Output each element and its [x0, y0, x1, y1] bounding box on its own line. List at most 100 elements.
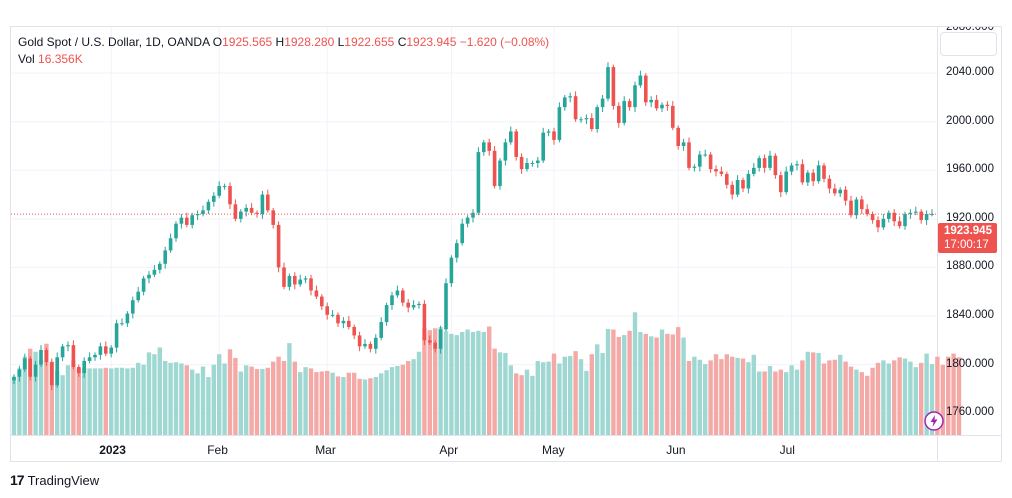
volume-bar: [740, 358, 746, 435]
candle-body: [71, 345, 76, 367]
candle-body: [77, 367, 81, 374]
candle-body: [195, 214, 200, 216]
candle-body: [741, 180, 745, 189]
volume-bar: [190, 369, 195, 435]
volume-bar: [298, 372, 303, 435]
volume-bar: [794, 369, 800, 435]
y-tick-label: 2080.000: [946, 27, 994, 32]
last-price-tag: 1923.945 17:00:17: [938, 223, 997, 253]
candle-body: [811, 172, 815, 182]
candle-body: [568, 96, 572, 98]
candle-body: [498, 160, 502, 187]
volume-bar: [897, 357, 902, 435]
candle-body: [687, 142, 691, 168]
lightning-icon[interactable]: [924, 411, 944, 431]
volume-bar: [578, 359, 584, 435]
candle-body: [892, 212, 896, 222]
candle-body: [12, 376, 16, 381]
chart-settings-button[interactable]: [940, 32, 997, 56]
volume-bar: [605, 328, 611, 435]
volume-bar: [881, 360, 886, 435]
candle-body: [919, 211, 923, 221]
volume-bar: [55, 370, 60, 435]
volume-bar: [433, 328, 438, 435]
candle-body: [158, 263, 162, 270]
volume-bar: [524, 369, 530, 435]
legend-close-value: 1923.945: [406, 35, 457, 49]
candle-body: [401, 290, 405, 303]
candle-body: [98, 346, 103, 355]
candle-body: [266, 194, 270, 211]
x-tick-label: May: [542, 443, 565, 457]
candle-body: [222, 186, 227, 188]
candle-body: [131, 300, 135, 314]
candle-body: [833, 188, 837, 194]
candle-body: [185, 217, 189, 225]
volume-bar: [211, 364, 216, 435]
candle-body: [336, 314, 340, 324]
candle-body: [908, 212, 913, 214]
volume-bar: [481, 332, 486, 435]
legend-close-label: C: [397, 35, 407, 49]
volume-bar: [670, 334, 675, 435]
candle-body: [147, 274, 151, 279]
volume-bar: [141, 364, 146, 435]
candle-body: [23, 358, 27, 370]
candle-body: [465, 217, 470, 224]
volume-bar: [65, 365, 71, 435]
volume-bar: [573, 351, 578, 435]
candle-body: [476, 152, 481, 213]
candle-body: [206, 201, 211, 211]
candle-body: [816, 165, 821, 182]
candle-body: [665, 104, 670, 106]
y-tick-label: 1840.000: [946, 309, 994, 321]
candle-body: [735, 180, 740, 195]
volume-bar: [827, 360, 832, 435]
volume-bar: [395, 365, 400, 435]
volume-bar: [368, 378, 373, 435]
volume-bar: [303, 367, 308, 435]
volume-bar: [346, 372, 351, 435]
volume-bar: [465, 329, 470, 435]
volume-bar: [119, 367, 125, 435]
volume-bar: [838, 354, 843, 435]
volume-bar: [649, 336, 654, 435]
legend-low-label: L: [337, 35, 345, 49]
volume-bar: [173, 362, 179, 435]
candle-body: [93, 354, 97, 358]
volume-bar: [130, 367, 135, 435]
y-tick-label: 2040.000: [946, 66, 994, 79]
candle-body: [784, 171, 788, 193]
volume-bar: [98, 368, 103, 435]
candle-body: [827, 178, 832, 189]
volume-bar: [708, 360, 713, 435]
chart-frame: [10, 26, 1002, 462]
legend-open-label: O: [212, 35, 223, 49]
candle-body: [217, 186, 221, 196]
candle-body: [557, 107, 562, 140]
candle-body: [487, 142, 491, 151]
candle-body: [460, 223, 464, 244]
candle-body: [352, 326, 356, 336]
candle-body: [541, 132, 545, 161]
candle-body: [779, 175, 783, 193]
volume-bar: [870, 367, 875, 435]
candle-body: [271, 210, 275, 225]
legend-change: −1.620 (−0.08%): [459, 35, 550, 49]
volume-bar: [87, 368, 92, 435]
candle-body: [60, 346, 65, 358]
candle-body: [676, 127, 680, 146]
candle-body: [714, 169, 718, 172]
volume-bar: [341, 377, 346, 435]
candle-body: [120, 323, 124, 325]
candle-body: [141, 278, 146, 292]
volume-bar: [292, 361, 297, 435]
volume-bar: [357, 378, 362, 435]
candle-body: [260, 194, 265, 214]
legend-low-value: 1922.655: [344, 35, 395, 49]
volume-bar: [929, 364, 935, 435]
tradingview-brand[interactable]: 17 TradingView: [10, 472, 99, 488]
candle-body: [870, 214, 875, 221]
volume-bar: [146, 352, 152, 435]
